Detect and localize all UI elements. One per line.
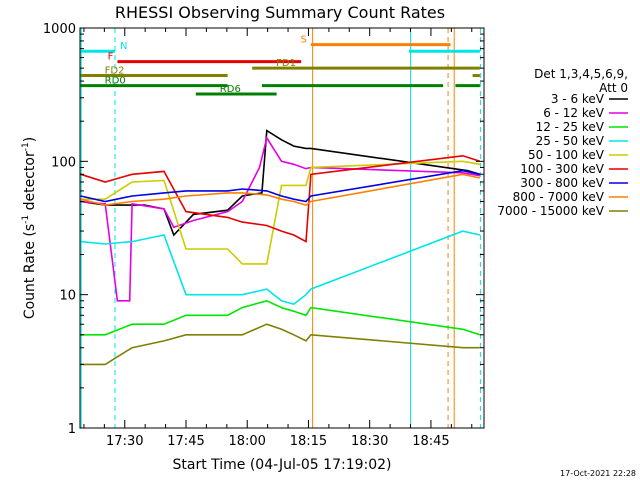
x-axis-label: Start Time (04-Jul-05 17:19:02): [172, 457, 391, 473]
y-axis-label: Count Rate (s-1 detector-1): [21, 137, 38, 319]
flag-label: F: [108, 52, 114, 63]
legend-entry-label: 25 - 50 keV: [536, 134, 605, 148]
y-axis-label-part: detector: [22, 151, 38, 215]
flag-label: S: [301, 35, 307, 46]
series-line: [80, 169, 481, 203]
y-tick-label: 10: [59, 289, 76, 304]
x-tick-label: 18:15: [290, 434, 327, 449]
legend-entry-label: 6 - 12 keV: [543, 106, 605, 120]
flag-label: FD2: [105, 66, 125, 77]
chart-title: RHESSI Observing Summary Count Rates: [115, 3, 445, 22]
y-axis-label-part: -1: [21, 142, 31, 151]
legend-header-line: Det 1,3,4,5,6,9,: [534, 67, 628, 81]
series-lines: [80, 129, 481, 366]
flag-label: RD0: [105, 76, 126, 87]
plot-frame: [79, 27, 485, 429]
x-tick-label: 18:00: [228, 434, 265, 449]
x-tick-label: 18:30: [351, 434, 388, 449]
series-line: [80, 323, 480, 366]
legend-entry-label: 100 - 300 keV: [520, 162, 604, 176]
x-tick-label: 17:30: [106, 434, 143, 449]
y-axis-label-part: ): [22, 137, 38, 142]
axis-ticks: 17:30 17:45 18:00 18:15 18:30 18:45 1 10 100 1000: [43, 22, 484, 449]
flag-label: FD1: [276, 58, 296, 69]
series-line: [80, 154, 481, 243]
legend-entry-label: 50 - 100 keV: [528, 148, 605, 162]
series-line: [80, 160, 481, 265]
y-tick-label: 1: [68, 422, 76, 437]
legend-entry-label: 12 - 25 keV: [536, 120, 605, 134]
timestamp-footer: 17-Oct-2021 22:28: [560, 469, 636, 478]
x-tick-label: 17:45: [167, 434, 204, 449]
flag-label: RD6: [220, 84, 241, 95]
legend-entry-label: 7000 - 15000 keV: [497, 204, 604, 218]
series-line: [80, 299, 481, 336]
legend-entry-label: 800 - 7000 keV: [513, 190, 605, 204]
series-line: [80, 135, 481, 302]
flag-vertical-lines: [80, 28, 481, 428]
series-line: [80, 173, 481, 206]
y-tick-label: 1000: [43, 22, 76, 37]
flag-label: N: [120, 41, 127, 52]
series-line: [80, 230, 481, 305]
y-axis-label-part: -1: [21, 215, 31, 224]
series-line: [80, 129, 481, 237]
y-axis-label-part: Count Rate (s: [22, 224, 38, 319]
legend-header-line: Att 0: [599, 81, 628, 95]
legend-entry-label: 300 - 800 keV: [520, 176, 604, 190]
x-tick-label: 18:45: [412, 434, 449, 449]
legend-entry-label: 3 - 6 keV: [551, 92, 605, 106]
y-tick-label: 100: [51, 155, 76, 170]
